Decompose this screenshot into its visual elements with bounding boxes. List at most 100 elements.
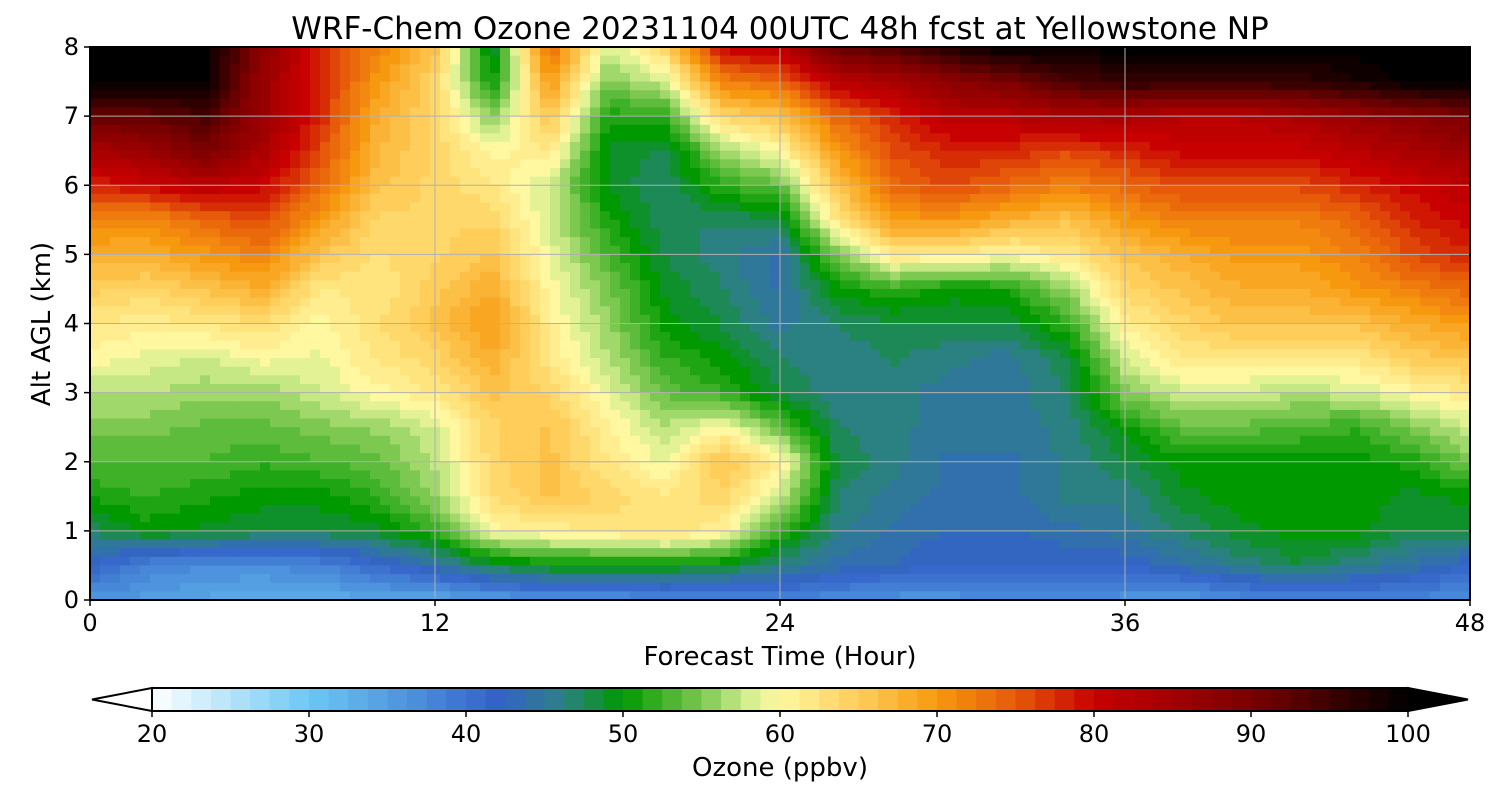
contour-cell xyxy=(470,193,481,204)
contour-cell xyxy=(810,332,821,342)
contour-cell xyxy=(170,47,181,57)
contour-cell xyxy=(700,107,711,117)
contour-cell xyxy=(210,263,221,273)
contour-cell xyxy=(1390,159,1401,169)
contour-cell xyxy=(370,150,381,160)
contour-cell xyxy=(1200,340,1211,351)
contour-cell xyxy=(1190,193,1201,204)
contour-cell xyxy=(310,202,321,212)
contour-cell xyxy=(1380,254,1391,264)
contour-cell xyxy=(950,219,961,230)
contour-cell xyxy=(590,124,601,135)
contour-cell xyxy=(360,64,371,74)
contour-cell xyxy=(200,228,211,238)
contour-cell xyxy=(1350,116,1361,126)
contour-cell xyxy=(340,219,351,230)
contour-cell xyxy=(1380,98,1391,109)
contour-cell xyxy=(650,245,661,255)
contour-cell xyxy=(1310,211,1321,221)
contour-cell xyxy=(690,116,701,126)
contour-cell xyxy=(570,193,581,204)
contour-cell xyxy=(1140,237,1151,247)
contour-cell xyxy=(190,55,201,65)
contour-cell xyxy=(800,90,811,100)
contour-cell xyxy=(640,185,651,195)
contour-cell xyxy=(1420,340,1431,351)
contour-cell xyxy=(1400,219,1411,230)
contour-cell xyxy=(390,202,401,212)
contour-cell xyxy=(1310,124,1321,135)
contour-cell xyxy=(600,124,611,135)
contour-cell xyxy=(140,150,151,160)
contour-cell xyxy=(590,133,601,143)
contour-cell xyxy=(340,288,351,299)
contour-cell xyxy=(1160,116,1171,126)
contour-cell xyxy=(920,323,931,333)
contour-cell xyxy=(1070,288,1081,299)
contour-cell xyxy=(250,55,261,65)
contour-cell xyxy=(790,323,801,333)
contour-cell xyxy=(710,202,721,212)
contour-cell xyxy=(170,142,181,152)
contour-cell xyxy=(570,81,581,91)
contour-cell xyxy=(1220,306,1231,316)
contour-cell xyxy=(680,202,691,212)
contour-cell xyxy=(760,332,771,342)
contour-cell xyxy=(280,263,291,273)
contour-cell xyxy=(1100,332,1111,342)
contour-cell xyxy=(1170,64,1181,74)
contour-cell xyxy=(1140,98,1151,109)
contour-cell xyxy=(400,314,411,325)
contour-cell xyxy=(1030,314,1041,325)
contour-cell xyxy=(1150,271,1161,281)
contour-cell xyxy=(210,90,221,100)
contour-cell xyxy=(250,297,261,307)
contour-cell xyxy=(400,55,411,65)
contour-cell xyxy=(1350,288,1361,299)
contour-cell xyxy=(390,245,401,255)
contour-cell xyxy=(550,263,561,273)
contour-cell xyxy=(1320,90,1331,100)
contour-cell xyxy=(380,245,391,255)
contour-cell xyxy=(190,124,201,135)
contour-cell xyxy=(410,55,421,65)
contour-cell xyxy=(1080,323,1091,333)
contour-cell xyxy=(1340,107,1351,117)
contour-cell xyxy=(190,159,201,169)
contour-cell xyxy=(1210,47,1221,57)
contour-cell xyxy=(1320,237,1331,247)
contour-cell xyxy=(1210,150,1221,160)
contour-cell xyxy=(1450,55,1461,65)
contour-cell xyxy=(980,72,991,83)
contour-cell xyxy=(1100,133,1111,143)
contour-cell xyxy=(510,219,521,230)
contour-cell xyxy=(1440,340,1451,351)
contour-cell xyxy=(1060,245,1071,255)
contour-cell xyxy=(130,306,141,316)
contour-cell xyxy=(100,237,111,247)
contour-cell xyxy=(1130,142,1141,152)
contour-cell xyxy=(1350,176,1361,186)
contour-cell xyxy=(380,332,391,342)
contour-cell xyxy=(500,280,511,290)
contour-cell xyxy=(1400,254,1411,264)
contour-cell xyxy=(110,271,121,281)
contour-cell xyxy=(920,254,931,264)
contour-cell xyxy=(1190,245,1201,255)
contour-cell xyxy=(90,90,101,100)
contour-cell xyxy=(630,167,641,178)
contour-cell xyxy=(780,323,791,333)
contour-cell xyxy=(1330,288,1341,299)
contour-cell xyxy=(720,245,731,255)
contour-cell xyxy=(620,332,631,342)
contour-cell xyxy=(370,263,381,273)
contour-cell xyxy=(510,297,521,307)
contour-cell xyxy=(1310,133,1321,143)
contour-cell xyxy=(660,64,671,74)
contour-cell xyxy=(690,245,701,255)
contour-cell xyxy=(320,237,331,247)
contour-cell xyxy=(1370,237,1381,247)
contour-cell xyxy=(980,237,991,247)
contour-cell xyxy=(1090,81,1101,91)
contour-cell xyxy=(770,193,781,204)
